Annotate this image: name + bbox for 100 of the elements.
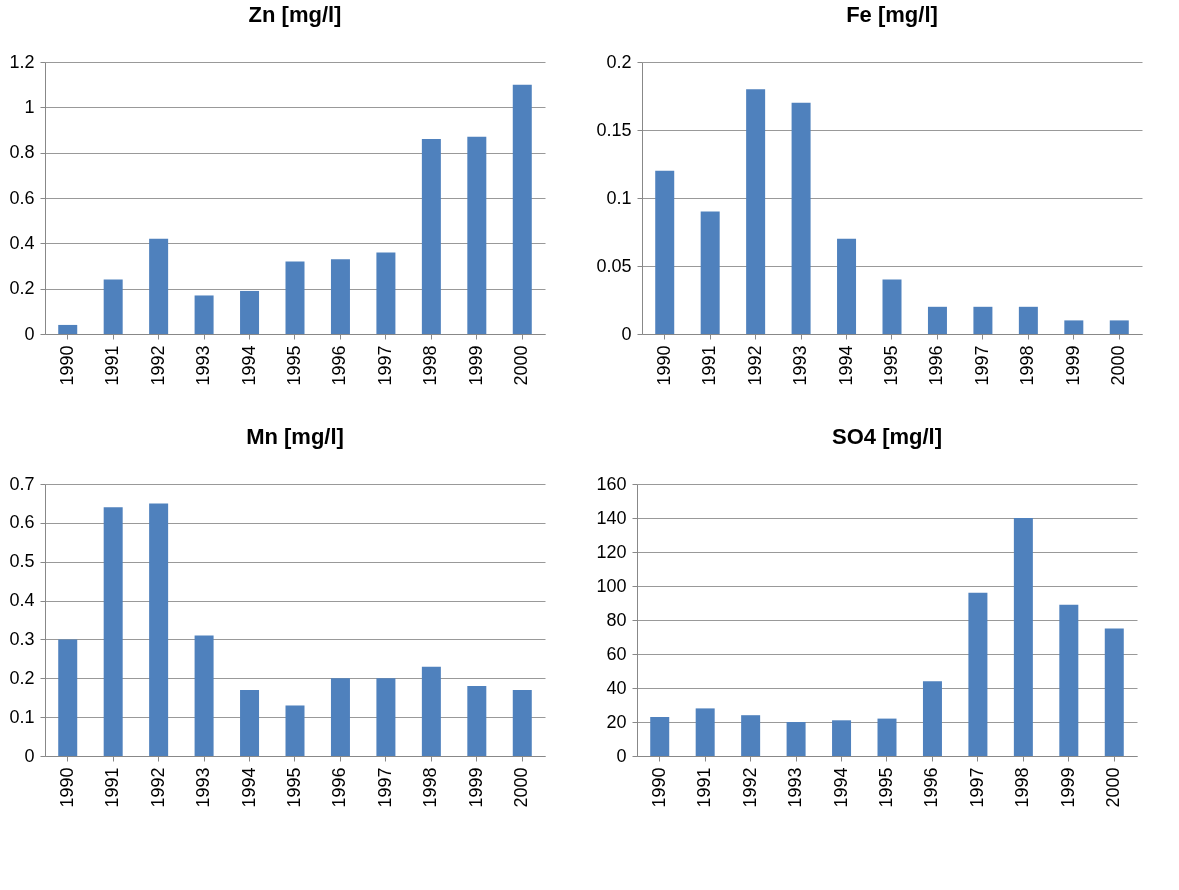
x-tick-label: 1990 xyxy=(56,345,77,386)
x-tick-label: 1991 xyxy=(694,767,715,808)
bar xyxy=(376,252,396,334)
y-tick-label: 0 xyxy=(621,323,632,344)
y-tick-label: 0.6 xyxy=(9,187,35,208)
bar xyxy=(149,503,169,756)
y-tick-label: 40 xyxy=(606,677,627,698)
x-tick-label: 1991 xyxy=(699,345,720,386)
bar xyxy=(927,306,947,334)
x-tick-label: 2000 xyxy=(1108,345,1129,386)
bar xyxy=(837,238,857,334)
x-tick-label: 1992 xyxy=(147,767,168,808)
bar xyxy=(922,681,942,756)
bar xyxy=(103,279,123,334)
x-tick-label: 1997 xyxy=(966,767,987,808)
y-tick-label: 0.1 xyxy=(9,706,35,727)
x-tick-label: 2000 xyxy=(511,767,532,808)
bar xyxy=(1104,628,1124,756)
y-tick-label: 0.7 xyxy=(9,473,35,494)
x-tick-label: 1993 xyxy=(790,345,811,386)
bar xyxy=(240,290,260,334)
bar xyxy=(376,678,396,756)
y-tick-label: 0.05 xyxy=(596,255,632,276)
bar xyxy=(240,689,260,756)
x-tick-label: 1996 xyxy=(921,767,942,808)
x-tick-label: 1996 xyxy=(926,345,947,386)
y-tick-label: 1.2 xyxy=(9,51,35,72)
x-tick-label: 1998 xyxy=(420,345,441,386)
y-tick-label: 0.2 xyxy=(606,51,632,72)
x-tick-label: 1994 xyxy=(238,767,259,808)
y-tick-label: 0.5 xyxy=(9,551,35,572)
x-tick-label: 2000 xyxy=(1103,767,1124,808)
y-tick-label: 80 xyxy=(606,609,627,630)
y-tick-label: 60 xyxy=(606,643,627,664)
y-tick-label: 1 xyxy=(24,96,35,117)
bar xyxy=(1109,320,1129,334)
bar xyxy=(973,306,993,334)
x-tick-label: 1999 xyxy=(465,767,486,808)
y-tick-label: 0.2 xyxy=(9,667,35,688)
y-tick-label: 0.8 xyxy=(9,142,35,163)
bar xyxy=(695,708,715,756)
bar xyxy=(149,238,169,334)
x-tick-label: 1991 xyxy=(102,345,123,386)
x-tick-label: 1990 xyxy=(653,345,674,386)
bar xyxy=(421,666,441,756)
bar xyxy=(512,689,532,756)
bar xyxy=(512,84,532,334)
x-tick-label: 1996 xyxy=(329,345,350,386)
bar xyxy=(330,678,350,756)
x-tick-label: 1991 xyxy=(102,767,123,808)
x-tick-label: 1995 xyxy=(284,767,304,808)
bar xyxy=(330,259,350,334)
bar xyxy=(467,136,487,334)
x-tick-label: 1999 xyxy=(1062,345,1083,386)
x-tick-label: 1994 xyxy=(830,767,851,808)
y-tick-label: 100 xyxy=(596,575,627,596)
y-tick-label: 0.3 xyxy=(9,628,35,649)
y-tick-label: 0.6 xyxy=(9,512,35,533)
bar xyxy=(832,720,852,756)
y-tick-label: 0.1 xyxy=(606,187,632,208)
bar xyxy=(877,718,897,756)
bar xyxy=(194,635,214,756)
y-tick-label: 0 xyxy=(24,745,35,766)
y-tick-label: 0.4 xyxy=(9,590,35,611)
x-tick-label: 1997 xyxy=(971,345,992,386)
bar xyxy=(1018,306,1038,334)
bar xyxy=(285,705,305,756)
y-tick-label: 140 xyxy=(596,507,627,528)
y-tick-label: 0.2 xyxy=(9,278,35,299)
bar xyxy=(1064,320,1084,334)
bar xyxy=(968,592,988,756)
bar xyxy=(655,170,675,334)
y-tick-label: 20 xyxy=(606,711,627,732)
x-tick-label: 1993 xyxy=(193,767,214,808)
x-tick-label: 1998 xyxy=(1017,345,1038,386)
bar xyxy=(421,139,441,334)
bar xyxy=(1059,604,1079,756)
y-tick-label: 0 xyxy=(616,745,627,766)
x-tick-label: 1997 xyxy=(374,767,395,808)
x-tick-label: 1995 xyxy=(284,345,304,386)
chart-title: Mn [mg/l] xyxy=(246,424,344,449)
chart-title: Fe [mg/l] xyxy=(846,2,938,27)
chart-title: Zn [mg/l] xyxy=(248,2,342,27)
bar xyxy=(882,279,902,334)
chart-title: SO4 [mg/l] xyxy=(831,424,943,449)
bar xyxy=(467,686,487,756)
bar xyxy=(746,89,766,334)
bar xyxy=(103,507,123,756)
x-tick-label: 1992 xyxy=(147,345,168,386)
bar xyxy=(285,261,305,334)
bar xyxy=(58,639,78,756)
x-tick-label: 1992 xyxy=(739,767,760,808)
x-tick-label: 1999 xyxy=(1057,767,1078,808)
bar xyxy=(741,715,761,756)
bar xyxy=(58,324,78,334)
bar xyxy=(700,211,720,334)
bar xyxy=(1013,518,1033,756)
y-tick-label: 160 xyxy=(596,473,627,494)
x-tick-label: 1994 xyxy=(835,345,856,386)
bar xyxy=(650,716,670,756)
